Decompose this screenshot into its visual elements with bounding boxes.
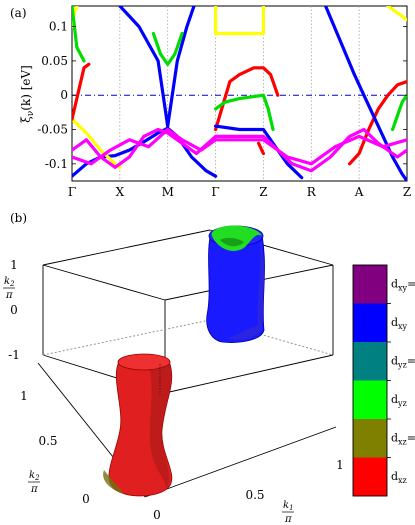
colorbar-swatch (353, 457, 387, 496)
y-tick-label: -0.05 (37, 123, 68, 137)
k2-depth-axis: 1 0.5 0 k2 π (20, 389, 90, 506)
colorbar-swatch (353, 419, 387, 458)
k1-axis: 0 0.5 1 k1 π (153, 458, 344, 525)
band-line-11 (214, 93, 275, 132)
k-point-label: X (116, 185, 125, 199)
k-point-label: Z (259, 185, 267, 199)
band-line-2 (151, 31, 184, 66)
depth-axis-den: π (30, 484, 38, 495)
plot-frame (71, 5, 408, 182)
k1-axis-label: k1 (283, 500, 294, 512)
colorbar-labels: dxy=dxz dxy dyz=dxy dyz dxz=dyz dxz (387, 277, 415, 485)
colorbar-swatch (353, 265, 387, 304)
k1-tick-05: 0.5 (245, 488, 264, 502)
band-line-10 (348, 79, 407, 166)
colorbar-label: dyz=dxy (391, 354, 415, 369)
red-fermi-pocket (103, 353, 173, 497)
y-tick-label: 0.1 (49, 20, 68, 34)
k-point-gridlines (119, 6, 360, 181)
k-point-label: Γ (68, 185, 76, 199)
band-line-6 (386, 6, 407, 22)
colorbar-label: dxy (391, 316, 408, 331)
panel-a-label: (a) (10, 6, 27, 20)
y-tick-label: 0.05 (41, 54, 68, 68)
band-structure-plot: 0.1 0.05 0 -0.05 -0.1 Γ X M Γ Z R A Z ξν(k) [eV] (19, 5, 411, 199)
depth-tick-05: 0.5 (38, 434, 57, 448)
k2-axis-den: π (5, 290, 13, 301)
colorbar-label: dyz (391, 393, 407, 408)
k2-tick-0: 0 (10, 303, 18, 317)
k1-axis-den: π (284, 514, 292, 525)
band-line-9 (257, 141, 265, 156)
k-point-label: M (162, 185, 174, 199)
y-tick-label: -0.1 (45, 157, 68, 171)
band-line-16 (72, 127, 407, 173)
band-line-8 (214, 66, 280, 132)
band-line-13 (72, 6, 86, 63)
band-line-17 (72, 127, 407, 166)
depth-axis-label: k2 (29, 470, 40, 482)
k1-tick-1: 1 (336, 458, 344, 472)
band-line-15 (324, 6, 407, 181)
y-axis-ticks: 0.1 0.05 0 -0.05 -0.1 (37, 20, 407, 171)
band-line-7 (72, 62, 91, 121)
colorbar-swatch (353, 303, 387, 342)
fermi-surface-3d: 1 0 -1 k2 π 1 0.5 0 k2 π 0 0.5 1 k1 π (3, 225, 415, 525)
k2-axis: 1 0 -1 k2 π (3, 258, 20, 362)
box-edges (37, 229, 337, 498)
k2-tick-1: 1 (10, 258, 18, 272)
k-point-label: Γ (211, 185, 219, 199)
depth-tick-0: 0 (82, 492, 90, 506)
band-line-1 (118, 6, 196, 128)
y-axis-label: ξν(k) [eV] (19, 65, 36, 123)
k-point-label: Z (403, 185, 411, 199)
y-tick-label: 0 (60, 88, 68, 102)
k-point-label: R (307, 185, 317, 199)
band-line-14 (214, 124, 304, 180)
band-line-12 (391, 93, 407, 132)
colorbar-swatch (353, 380, 387, 419)
band-lines (72, 6, 407, 181)
colorbar-label: dxz=dyz (391, 431, 415, 446)
colorbar-swatch (353, 342, 387, 381)
k2-axis-label: k2 (4, 276, 15, 288)
blue-fermi-pocket (206, 225, 265, 343)
orbital-colorbar: dxy=dxz dxy dyz=dxy dyz dxz=dyz dxz (352, 264, 415, 497)
k1-tick-0: 0 (153, 508, 161, 522)
colorbar-swatches (353, 265, 387, 496)
k-point-label: A (354, 185, 364, 199)
band-line-5 (214, 6, 265, 36)
colorbar-label: dxy=dxz (391, 277, 415, 292)
depth-tick-1: 1 (20, 389, 28, 403)
panel-b-label: (b) (10, 211, 27, 225)
colorbar-label: dxz (391, 470, 407, 485)
k2-tick-minus1: -1 (8, 348, 20, 362)
